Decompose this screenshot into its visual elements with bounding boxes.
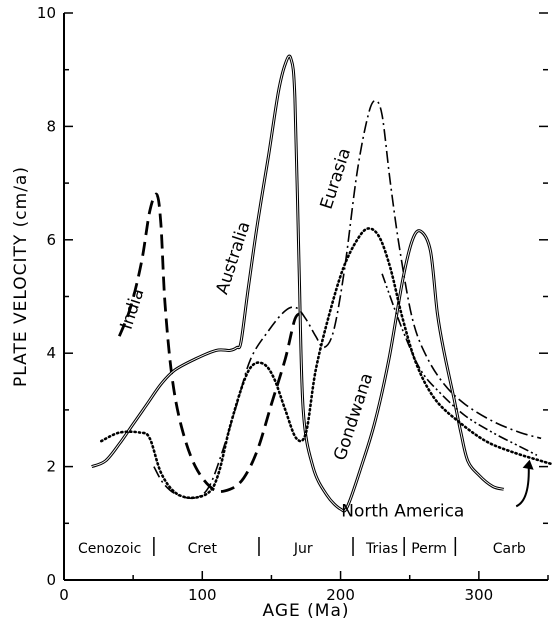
y-tick-label: 10 xyxy=(37,4,56,22)
x-tick-label: 0 xyxy=(59,586,69,604)
y-tick-label: 4 xyxy=(46,344,56,362)
x-axis-title: AGE (Ma) xyxy=(263,601,350,621)
y-tick-label: 2 xyxy=(46,458,56,476)
y-tick-label: 8 xyxy=(46,117,56,135)
y-axis-title: PLATE VELOCITY (cm/a) xyxy=(11,166,31,387)
x-tick-label: 100 xyxy=(188,586,217,604)
australia-series-inner xyxy=(91,55,504,512)
india-series-line xyxy=(118,192,303,493)
eurasia-series-line xyxy=(153,100,542,500)
north-america-series-label: North America xyxy=(341,502,464,522)
australia-series-line xyxy=(91,54,505,513)
north-america-series-line xyxy=(381,273,538,456)
era-label-trias: Trias xyxy=(365,541,398,557)
era-labels: Cenozoic Cret Jur Trias Perm Carb xyxy=(78,537,526,557)
era-label-perm: Perm xyxy=(411,541,447,557)
x-tick-label: 300 xyxy=(465,586,494,604)
y-tick-label: 6 xyxy=(46,231,56,249)
era-label-jur: Jur xyxy=(293,541,313,557)
series-group xyxy=(91,54,553,513)
north-america-arrow xyxy=(515,463,530,508)
india-series-label: India xyxy=(117,286,149,332)
north-america-arrowhead xyxy=(522,459,534,470)
era-label-cret: Cret xyxy=(188,541,218,557)
eurasia-series-label: Eurasia xyxy=(317,146,355,212)
era-label-carb: Carb xyxy=(493,541,526,557)
x-tick-label: 200 xyxy=(326,586,355,604)
gondwana-series-label: Gondwana xyxy=(330,371,377,463)
gondwana-series-line xyxy=(100,227,553,500)
era-label-cenozoic: Cenozoic xyxy=(78,541,141,557)
y-tick-label: 0 xyxy=(46,571,56,589)
